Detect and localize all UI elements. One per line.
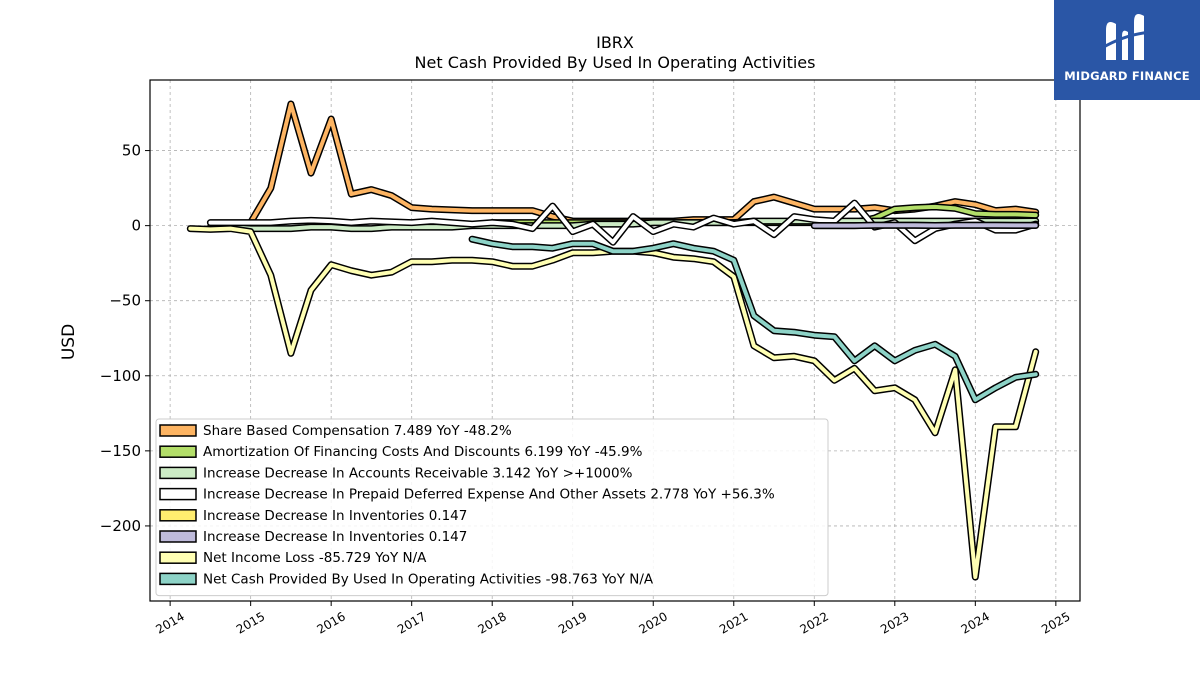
brand-mark-icon xyxy=(1101,14,1153,60)
y-tick-label: −100 xyxy=(100,367,141,385)
x-tick-label: 2025 xyxy=(1039,609,1072,636)
y-tick-label: 0 xyxy=(131,217,141,235)
legend-item: Increase Decrease In Accounts Receivable… xyxy=(159,465,633,481)
legend-swatch xyxy=(159,445,197,458)
x-tick-label: 2023 xyxy=(878,609,911,636)
chart-title: IBRX xyxy=(596,33,634,52)
legend-swatch xyxy=(159,487,197,501)
plot-frame xyxy=(149,79,1081,602)
legend-swatch xyxy=(159,424,197,437)
legend-item: Increase Decrease In Prepaid Deferred Ex… xyxy=(159,487,775,503)
legend-swatch xyxy=(159,572,197,586)
legend: Share Based Compensation 7.489 YoY -48.2… xyxy=(155,418,829,597)
x-tick-label: 2014 xyxy=(153,609,186,636)
legend-item: Share Based Compensation 7.489 YoY -48.2… xyxy=(159,423,512,439)
legend-label: Net Cash Provided By Used In Operating A… xyxy=(203,571,654,587)
legend-swatch xyxy=(159,466,197,480)
legend-item: Increase Decrease In Inventories 0.147 xyxy=(159,508,467,524)
x-tick-label: 2024 xyxy=(959,609,992,636)
legend-label: Increase Decrease In Prepaid Deferred Ex… xyxy=(203,487,775,503)
x-tick-label: 2019 xyxy=(556,609,589,636)
x-tick-label: 2022 xyxy=(798,609,831,636)
legend-item: Amortization Of Financing Costs And Disc… xyxy=(159,444,643,460)
legend-swatch xyxy=(159,530,197,543)
x-tick-label: 2015 xyxy=(234,609,267,636)
brand-logo: MIDGARD FINANCE xyxy=(1054,0,1200,100)
legend-item: Increase Decrease In Inventories 0.147 xyxy=(159,529,467,545)
x-tick-label: 2016 xyxy=(314,609,347,636)
x-tick-label: 2021 xyxy=(717,609,750,636)
series-7 xyxy=(468,235,1040,404)
series-line xyxy=(470,237,1038,402)
series-layer xyxy=(186,100,1040,581)
brand-name: MIDGARD FINANCE xyxy=(1064,69,1190,83)
legend-label: Increase Decrease In Inventories 0.147 xyxy=(203,508,467,524)
chart-subtitle: Net Cash Provided By Used In Operating A… xyxy=(415,53,816,72)
legend-label: Share Based Compensation 7.489 YoY -48.2… xyxy=(203,423,512,439)
y-axis-label: USD xyxy=(59,324,79,360)
legend-label: Increase Decrease In Accounts Receivable… xyxy=(203,465,633,481)
y-tick-label: −200 xyxy=(100,517,141,535)
legend-label: Net Income Loss -85.729 YoY N/A xyxy=(203,550,427,566)
legend-swatch xyxy=(159,509,197,522)
x-tick-label: 2020 xyxy=(637,609,670,636)
y-tick-label: −50 xyxy=(109,292,141,310)
legend-box xyxy=(155,418,829,597)
x-tick-label: 2018 xyxy=(475,609,508,636)
y-tick-label: 50 xyxy=(122,142,141,160)
x-tick-label: 2017 xyxy=(395,609,428,636)
legend-label: Increase Decrease In Inventories 0.147 xyxy=(203,529,467,545)
y-tick-label: −150 xyxy=(100,442,141,460)
legend-item: Net Income Loss -85.729 YoY N/A xyxy=(159,550,427,566)
legend-label: Amortization Of Financing Costs And Disc… xyxy=(203,444,643,460)
legend-item: Net Cash Provided By Used In Operating A… xyxy=(159,571,654,587)
legend-swatch xyxy=(159,551,197,564)
